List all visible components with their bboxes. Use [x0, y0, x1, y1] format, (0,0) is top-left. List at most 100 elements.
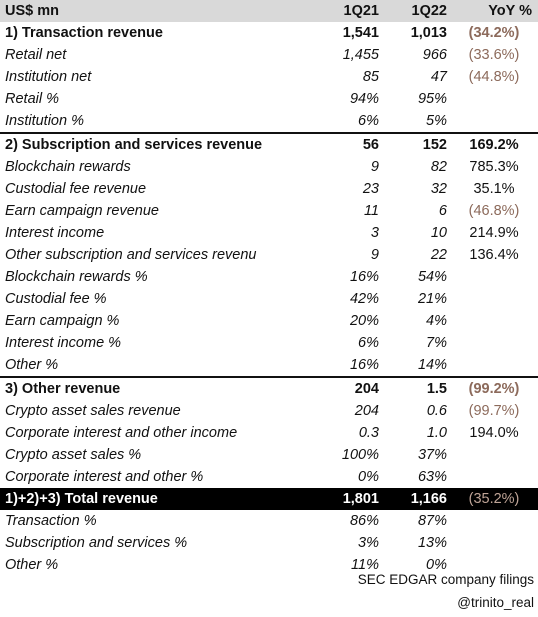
value-yoy: (99.2%) — [450, 376, 538, 400]
value-1q21: 6% — [358, 113, 379, 129]
row-label: Interest income — [5, 225, 105, 241]
row-label: Other subscription and services revenu — [5, 247, 257, 263]
value-1q21: 11% — [351, 557, 379, 573]
value-1q22: 13% — [417, 535, 447, 551]
row-label: 2) Subscription and services revenue — [0, 132, 294, 156]
row-label: Earn campaign % — [5, 313, 120, 329]
header-1q21: 1Q21 — [294, 0, 382, 22]
value-1q21: 94% — [349, 91, 379, 107]
row-label: Other % — [5, 557, 59, 573]
value-yoy: (33.6%) — [468, 47, 520, 63]
row-label: Interest income % — [5, 335, 122, 351]
value-1q22: 1.5 — [382, 376, 450, 400]
row-label: Transaction % — [5, 513, 97, 529]
table-row: Institution % 6% 5% — [0, 110, 538, 133]
value-yoy: 169.2% — [450, 132, 538, 156]
value-1q22: 82 — [430, 159, 447, 175]
value-1q22: 14% — [417, 357, 447, 373]
table-row: Other % 16% 14% — [0, 354, 538, 377]
value-1q22: 0% — [426, 557, 447, 573]
value-1q21: 204 — [354, 403, 379, 419]
table-row: Corporate interest and other % 0% 63% — [0, 466, 538, 488]
value-1q22: 152 — [382, 132, 450, 156]
value-yoy: (34.2%) — [468, 25, 520, 41]
value-1q21: 3% — [358, 535, 379, 551]
value-1q21: 86% — [349, 513, 379, 529]
row-label: Custodial fee % — [5, 291, 107, 307]
row-label: Earn campaign revenue — [5, 203, 159, 219]
value-yoy — [450, 88, 538, 110]
value-1q22: 95% — [417, 91, 447, 107]
table-row: Interest income % 6% 7% — [0, 332, 538, 354]
total-revenue-row: 1)+2)+3) Total revenue 1,801 1,166 (35.2… — [0, 488, 538, 510]
value-yoy — [450, 444, 538, 466]
section-transaction-revenue: 1) Transaction revenue 1,541 1,013 (34.2… — [0, 22, 538, 44]
row-label: Crypto asset sales % — [5, 447, 142, 463]
row-label: Other % — [5, 357, 59, 373]
value-yoy — [450, 110, 538, 133]
value-1q21: 42% — [349, 291, 379, 307]
value-1q22: 5% — [426, 113, 447, 129]
value-1q22: 10 — [430, 225, 447, 241]
row-label: Custodial fee revenue — [5, 181, 147, 197]
value-1q21: 56 — [294, 132, 382, 156]
value-1q22: 0.6 — [426, 403, 447, 419]
table-header-row: US$ mn 1Q21 1Q22 YoY % — [0, 0, 538, 22]
row-label: Retail net — [5, 47, 67, 63]
value-1q21: 1,455 — [342, 47, 379, 63]
row-label: Crypto asset sales revenue — [5, 403, 181, 419]
value-1q22: 32 — [430, 181, 447, 197]
row-label: Corporate interest and other income — [5, 425, 238, 441]
table-row: Blockchain rewards % 16% 54% — [0, 266, 538, 288]
value-1q22: 4% — [426, 313, 447, 329]
value-1q21: 23 — [362, 181, 379, 197]
table-row: Blockchain rewards 9 82 785.3% — [0, 156, 538, 178]
value-yoy: 136.4% — [469, 247, 519, 263]
table-row: Crypto asset sales % 100% 37% — [0, 444, 538, 466]
value-yoy — [450, 532, 538, 554]
section-subscription-services-revenue: 2) Subscription and services revenue 56 … — [0, 132, 538, 156]
section-other-revenue: 3) Other revenue 204 1.5 (99.2%) — [0, 376, 538, 400]
value-yoy — [450, 332, 538, 354]
row-label: Institution net — [5, 69, 92, 85]
row-label: Corporate interest and other % — [5, 469, 204, 485]
value-1q21: 9 — [370, 247, 379, 263]
value-yoy — [450, 310, 538, 332]
table-row: Earn campaign revenue 11 6 (46.8%) — [0, 200, 538, 222]
row-label: 1) Transaction revenue — [5, 25, 163, 41]
value-1q22: 966 — [422, 47, 447, 63]
value-1q21: 9 — [370, 159, 379, 175]
row-label: 1)+2)+3) Total revenue — [0, 488, 294, 510]
table-row: Other % 11% 0% — [0, 554, 538, 576]
value-1q21: 11 — [363, 203, 379, 219]
value-1q21: 16% — [349, 357, 379, 373]
value-1q21: 0% — [358, 469, 379, 485]
table-row: Corporate interest and other income 0.3 … — [0, 422, 538, 444]
value-1q22: 1,166 — [382, 488, 450, 510]
value-1q22: 7% — [426, 335, 447, 351]
value-yoy: 785.3% — [469, 159, 519, 175]
table-row: Retail % 94% 95% — [0, 88, 538, 110]
table-row: Custodial fee % 42% 21% — [0, 288, 538, 310]
value-1q22: 54% — [417, 269, 447, 285]
value-1q21: 1,541 — [342, 25, 379, 41]
table-row: Crypto asset sales revenue 204 0.6 (99.7… — [0, 400, 538, 422]
value-yoy — [450, 288, 538, 310]
value-yoy: 194.0% — [469, 425, 519, 441]
value-1q22: 21% — [417, 291, 447, 307]
author-handle: @trinito_real — [457, 595, 534, 610]
value-yoy — [450, 354, 538, 377]
value-yoy — [450, 510, 538, 532]
value-1q21: 16% — [349, 269, 379, 285]
value-yoy: (35.2%) — [450, 488, 538, 510]
header-1q22: 1Q22 — [382, 0, 450, 22]
value-1q22: 63% — [417, 469, 447, 485]
value-1q22: 6 — [438, 203, 447, 219]
value-1q21: 0.3 — [358, 425, 379, 441]
row-label: Blockchain rewards — [5, 159, 131, 175]
value-1q21: 1,801 — [294, 488, 382, 510]
value-1q21: 100% — [341, 447, 379, 463]
value-yoy: 214.9% — [469, 225, 519, 241]
value-yoy: (46.8%) — [468, 203, 520, 219]
